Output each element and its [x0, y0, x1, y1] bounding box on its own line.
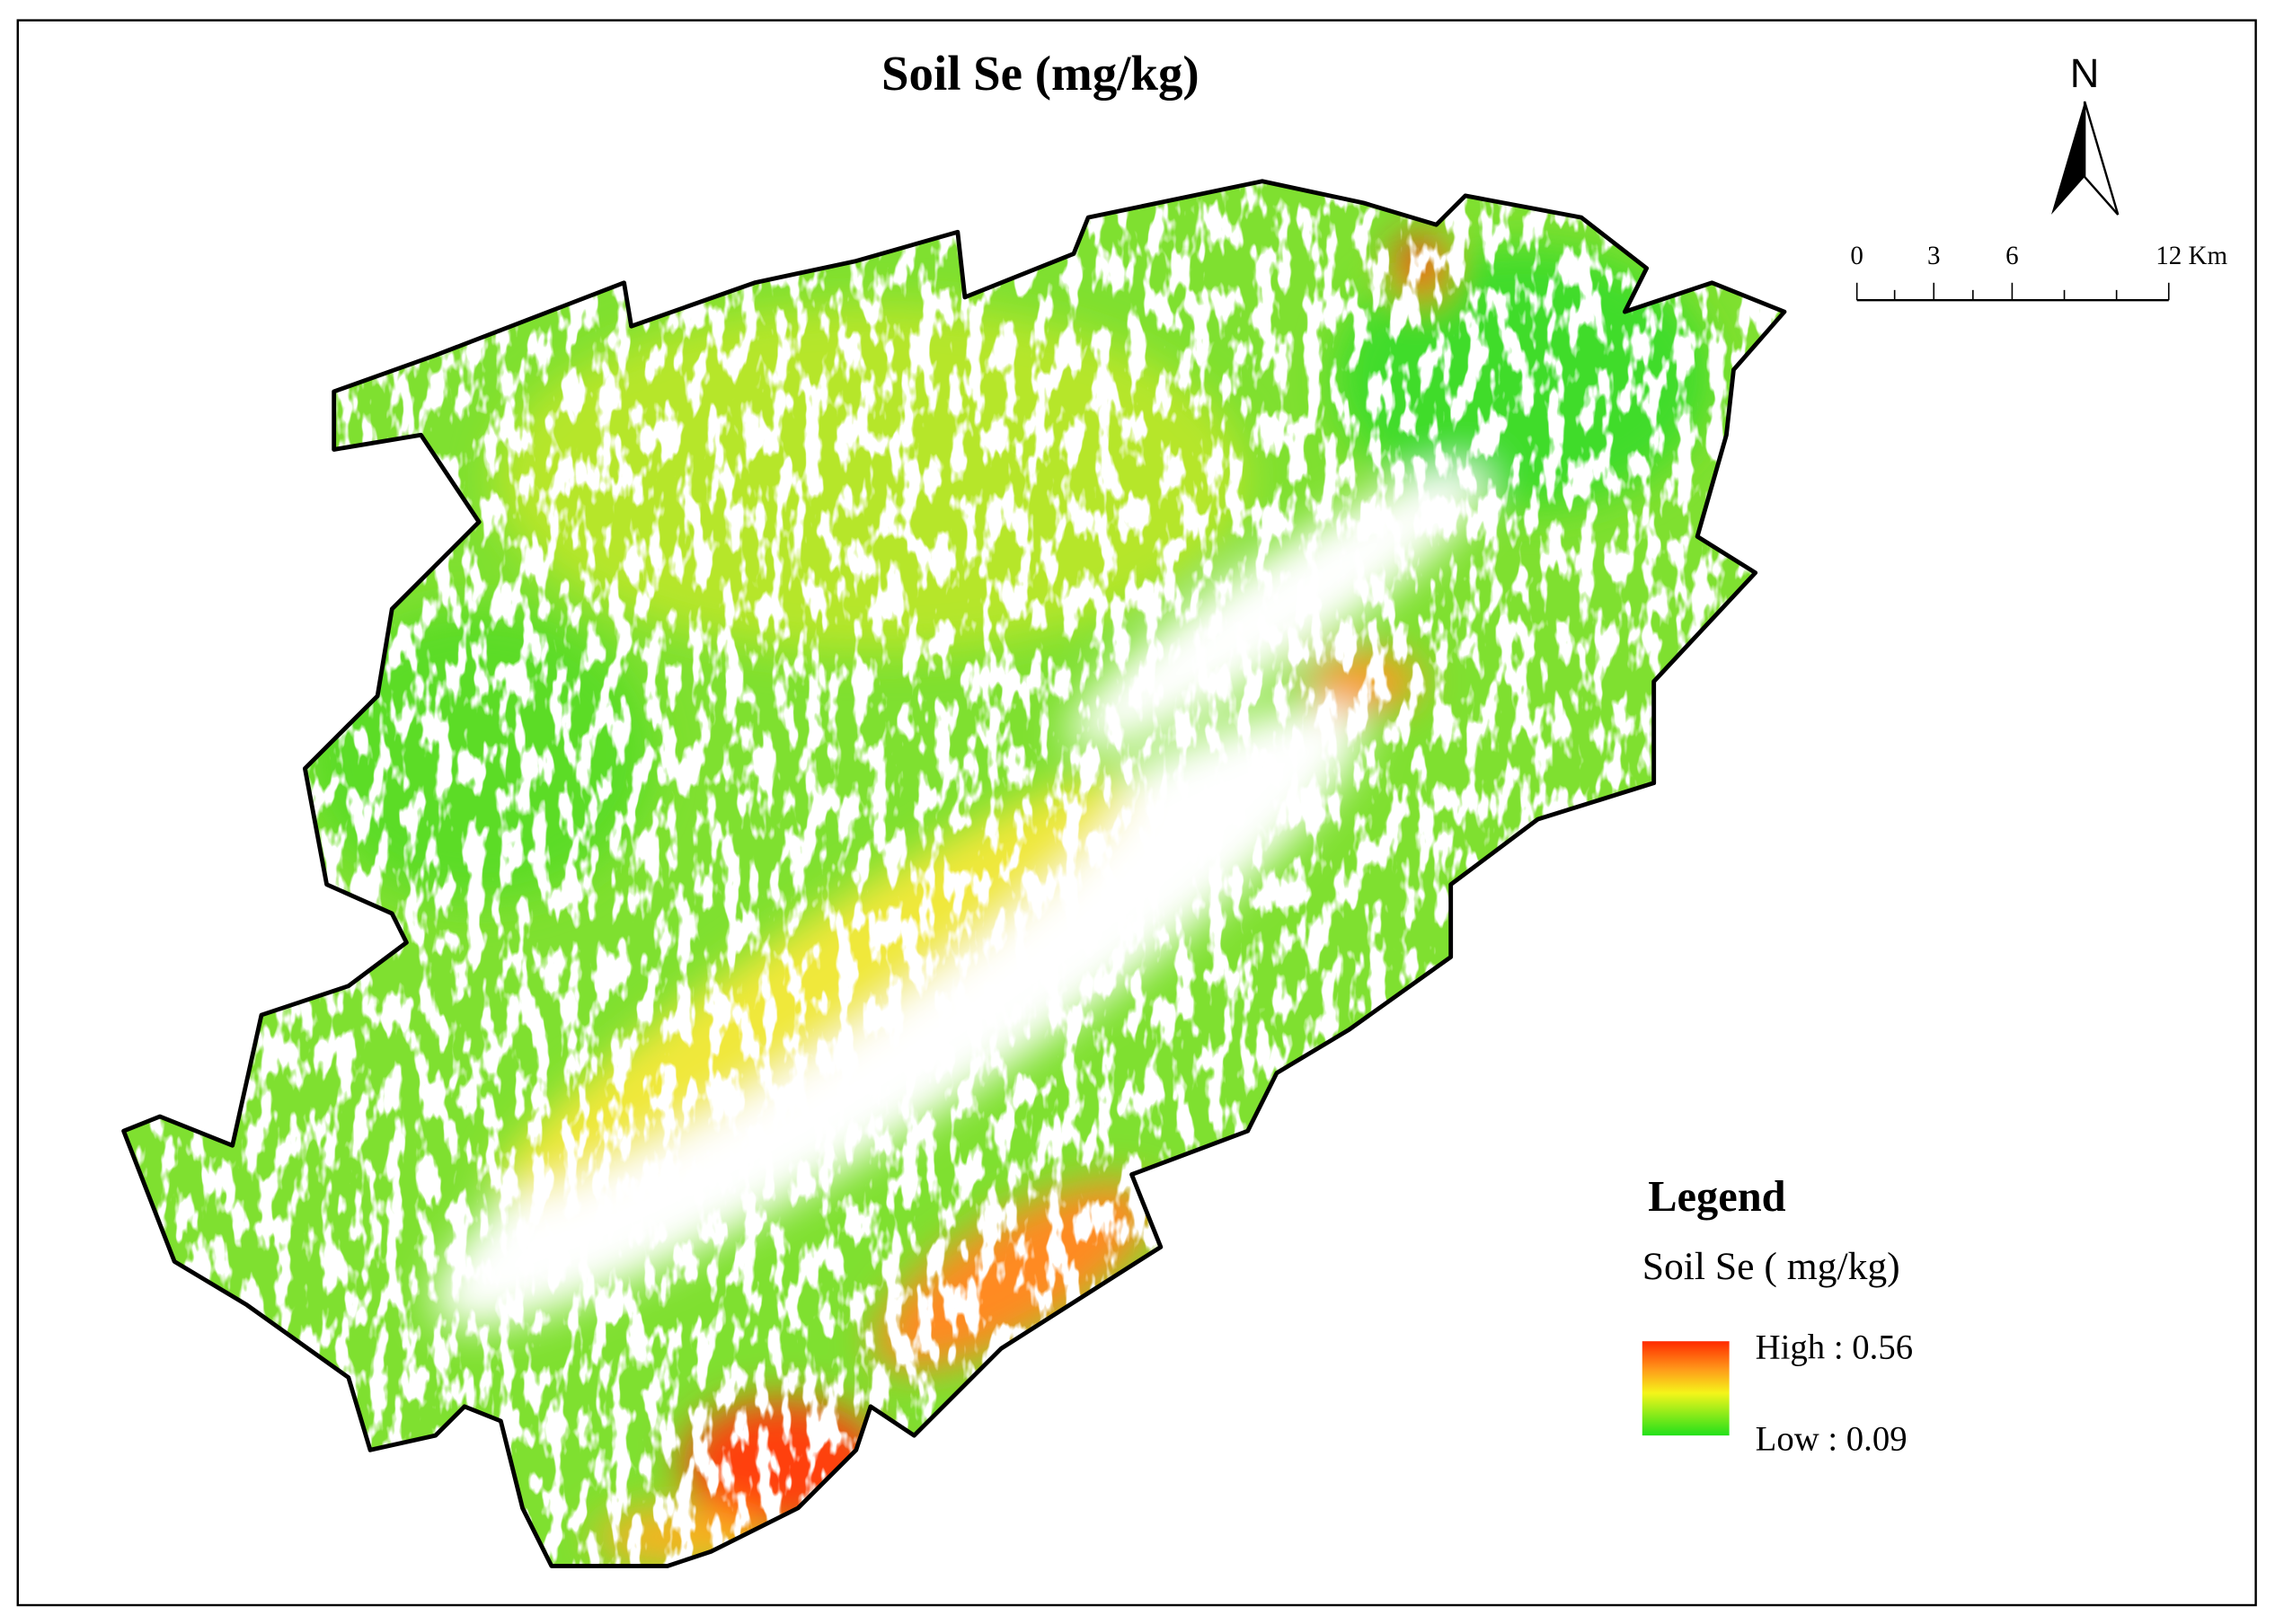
- north-arrow-left: [2051, 102, 2085, 215]
- scale-label: 12 Km: [2155, 242, 2227, 270]
- legend-title: Legend: [1648, 1173, 1785, 1221]
- scale-label: 0: [1850, 242, 1863, 270]
- scale-label: 6: [2005, 242, 2019, 270]
- legend: Legend Soil Se ( mg/kg) High : 0.56 Low …: [1642, 1173, 1913, 1458]
- north-label: N: [2070, 50, 2100, 96]
- map-title: Soil Se (mg/kg): [881, 46, 1199, 101]
- map-frame: [16, 19, 2257, 1607]
- legend-low: Low : 0.09: [1756, 1419, 1908, 1458]
- north-arrow: N: [2051, 50, 2120, 216]
- scale-label: 3: [1927, 242, 1941, 270]
- legend-high: High : 0.56: [1756, 1328, 1913, 1367]
- legend-ramp: [1642, 1341, 1730, 1436]
- scale-bar: 0 3 6 12 Km: [1850, 242, 2228, 302]
- legend-subtitle: Soil Se ( mg/kg): [1642, 1245, 1900, 1288]
- north-arrow-right: [2083, 101, 2120, 216]
